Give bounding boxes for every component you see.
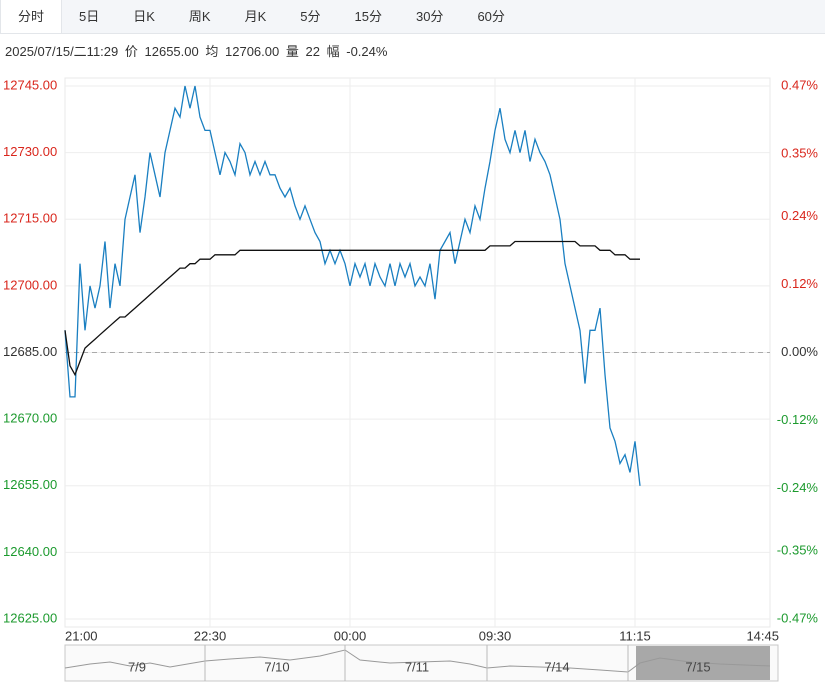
tab[interactable]: 5分 (300, 9, 321, 24)
tab[interactable]: 15分 (354, 9, 382, 24)
y2-tick-label: 0.35% (781, 145, 818, 160)
navigator-sparkline (64, 649, 771, 673)
x-tick-label: 22:30 (194, 628, 227, 643)
navigator-date: 7/10 (264, 659, 289, 674)
value: 22 (305, 44, 320, 59)
navigator-date: 7/11 (405, 659, 429, 674)
tab[interactable]: 5日 (79, 9, 100, 24)
value: 12655.00 (144, 44, 199, 59)
y2-tick-label: -0.24% (777, 480, 819, 495)
navigator-date: 7/14 (544, 659, 569, 674)
tab[interactable]: 30分 (415, 9, 444, 24)
series-line (64, 85, 641, 486)
tab[interactable]: 60分 (477, 9, 505, 24)
tab[interactable]: 月K (244, 9, 267, 24)
x-tick-label: 21:00 (65, 628, 98, 643)
value: 12706.00 (225, 44, 280, 59)
label: 量 (285, 44, 299, 59)
navigator (64, 644, 779, 682)
label: 均 (205, 44, 219, 59)
tab[interactable]: 日K (133, 9, 155, 24)
y2-tick-label: -0.47% (777, 610, 819, 625)
y-tick-label: 12745.00 (3, 77, 57, 92)
y-tick-label: 12730.00 (3, 144, 57, 159)
x-tick-label: 14:45 (746, 628, 779, 643)
value: -0.24% (346, 44, 388, 59)
y-tick-label: 12715.00 (3, 211, 57, 226)
y2-tick-label: -0.12% (777, 412, 819, 427)
y-tick-label: 12685.00 (3, 344, 57, 359)
datetime: 2025/07/15/二11:29 (5, 44, 119, 59)
x-tick-label: 00:00 (334, 628, 367, 643)
x-tick-label: 11:15 (619, 628, 651, 643)
label: 价 (124, 44, 138, 59)
tab[interactable]: 分时 (0, 0, 63, 33)
y-tick-label: 12700.00 (3, 277, 57, 292)
tab-bar: 分时 5日 日K 周K 月K 5分 15分 30分 60分 (0, 0, 825, 34)
y-tick-label: 12640.00 (3, 544, 57, 559)
y2-tick-label: 0.47% (781, 77, 818, 92)
tab[interactable]: 周K (188, 9, 211, 24)
y-tick-label: 12655.00 (3, 477, 57, 492)
info-line: 2025/07/15/二11:29 价 12655.00 均 12706.00 … (5, 41, 390, 60)
y2-tick-label: 0.24% (781, 208, 818, 223)
label: 幅 (326, 44, 340, 59)
navigator-date: 7/15 (685, 659, 710, 674)
x-tick-label: 09:30 (479, 628, 512, 643)
y2-tick-label: 0.12% (781, 276, 818, 291)
series-line (64, 240, 640, 377)
y2-tick-label: -0.35% (777, 542, 819, 557)
y-tick-label: 12625.00 (3, 610, 57, 625)
navigator-date: 7/9 (128, 659, 146, 674)
y2-tick-label: 0.00% (781, 344, 818, 359)
y-tick-label: 12670.00 (3, 411, 57, 426)
